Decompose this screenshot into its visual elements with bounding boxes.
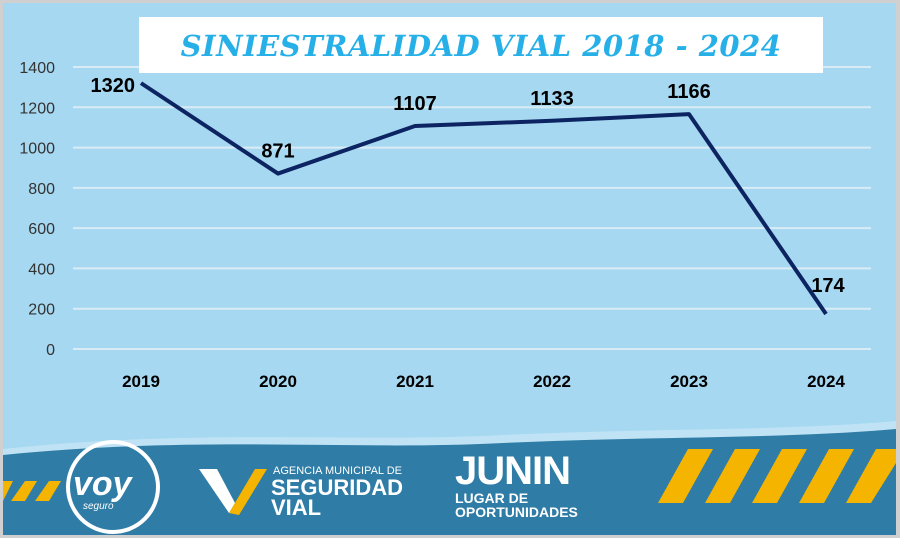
agency-big-1: SEGURIDAD [271,475,404,500]
data-label: 1107 [393,93,436,115]
y-tick-label: 800 [28,181,55,198]
chart-frame: 0 200 400 600 800 1000 1200 1400 2019 2020 2021 202… [3,3,896,535]
y-tick-label: 1400 [19,60,55,77]
y-tick-label: 400 [28,261,55,278]
agency-big-2: VIAL [271,495,322,520]
junin-sub-2: OPORTUNIDADES [455,504,578,520]
data-label: 174 [811,275,845,297]
title-box: SINIESTRALIDAD VIAL 2018 - 2024 [139,17,823,73]
x-tick-label: 2024 [807,372,845,391]
series-line [139,81,828,316]
x-tick-label: 2021 [396,372,434,391]
x-tick-label: 2020 [259,372,297,391]
data-label: 1320 [91,75,136,97]
line-chart: 0 200 400 600 800 1000 1200 1400 2019 2020 2021 202… [19,60,871,391]
x-tick-label: 2019 [122,372,160,391]
chart-title: SINIESTRALIDAD VIAL 2018 - 2024 [180,29,782,63]
agency-small: AGENCIA MUNICIPAL DE [273,465,402,477]
junin-logo: JUNIN [455,449,571,493]
y-tick-label: 0 [46,342,55,359]
junin-sub-1: LUGAR DE [455,490,529,506]
y-tick-label: 600 [28,221,55,238]
voy-sub: seguro [83,501,114,512]
data-label: 1166 [667,81,710,103]
data-label: 1133 [530,88,573,110]
voy-logo: voy [73,465,132,503]
data-label: 871 [261,141,294,163]
x-tick-label: 2022 [533,372,571,391]
y-tick-label: 1200 [19,100,55,117]
y-tick-label: 1000 [19,141,55,158]
y-tick-label: 200 [28,302,55,319]
x-tick-label: 2023 [670,372,708,391]
